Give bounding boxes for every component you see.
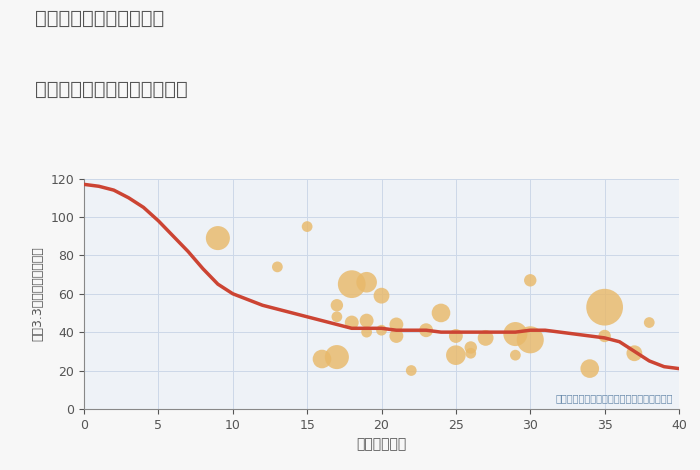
Point (465, 344, 476, 351)
Point (406, 367, 417, 374)
Point (391, 332, 402, 340)
Point (331, 302, 342, 309)
Point (525, 276, 536, 284)
Point (361, 278, 372, 286)
Point (629, 350, 640, 357)
X-axis label: 築年数（年）: 築年数（年） (356, 437, 407, 451)
Point (450, 352, 461, 359)
Point (644, 319, 655, 326)
Text: 築年数別中古マンション価格: 築年数別中古マンション価格 (35, 80, 188, 99)
Point (465, 350, 476, 357)
Point (391, 321, 402, 328)
Point (421, 327, 432, 334)
Point (584, 365, 595, 372)
Point (599, 332, 610, 340)
Point (435, 309, 447, 317)
Text: 兵庫県姫路市北新在家の: 兵庫県姫路市北新在家の (35, 9, 164, 28)
Point (525, 336, 536, 344)
Point (450, 332, 461, 340)
Point (302, 223, 313, 230)
Point (272, 263, 283, 271)
Point (376, 292, 387, 299)
Text: 円の大きさは、取引のあった物件面積を示す: 円の大きさは、取引のあった物件面積を示す (556, 393, 673, 403)
Point (331, 353, 342, 361)
Point (361, 329, 372, 336)
Point (510, 352, 521, 359)
Point (346, 281, 357, 288)
Point (212, 235, 223, 242)
Point (316, 355, 328, 363)
Point (599, 304, 610, 311)
Point (376, 327, 387, 334)
Point (480, 334, 491, 342)
Point (346, 319, 357, 326)
Y-axis label: 坪（3.3㎡）単価（万円）: 坪（3.3㎡）単価（万円） (32, 246, 45, 341)
Point (510, 330, 521, 338)
Point (331, 313, 342, 321)
Point (361, 317, 372, 324)
